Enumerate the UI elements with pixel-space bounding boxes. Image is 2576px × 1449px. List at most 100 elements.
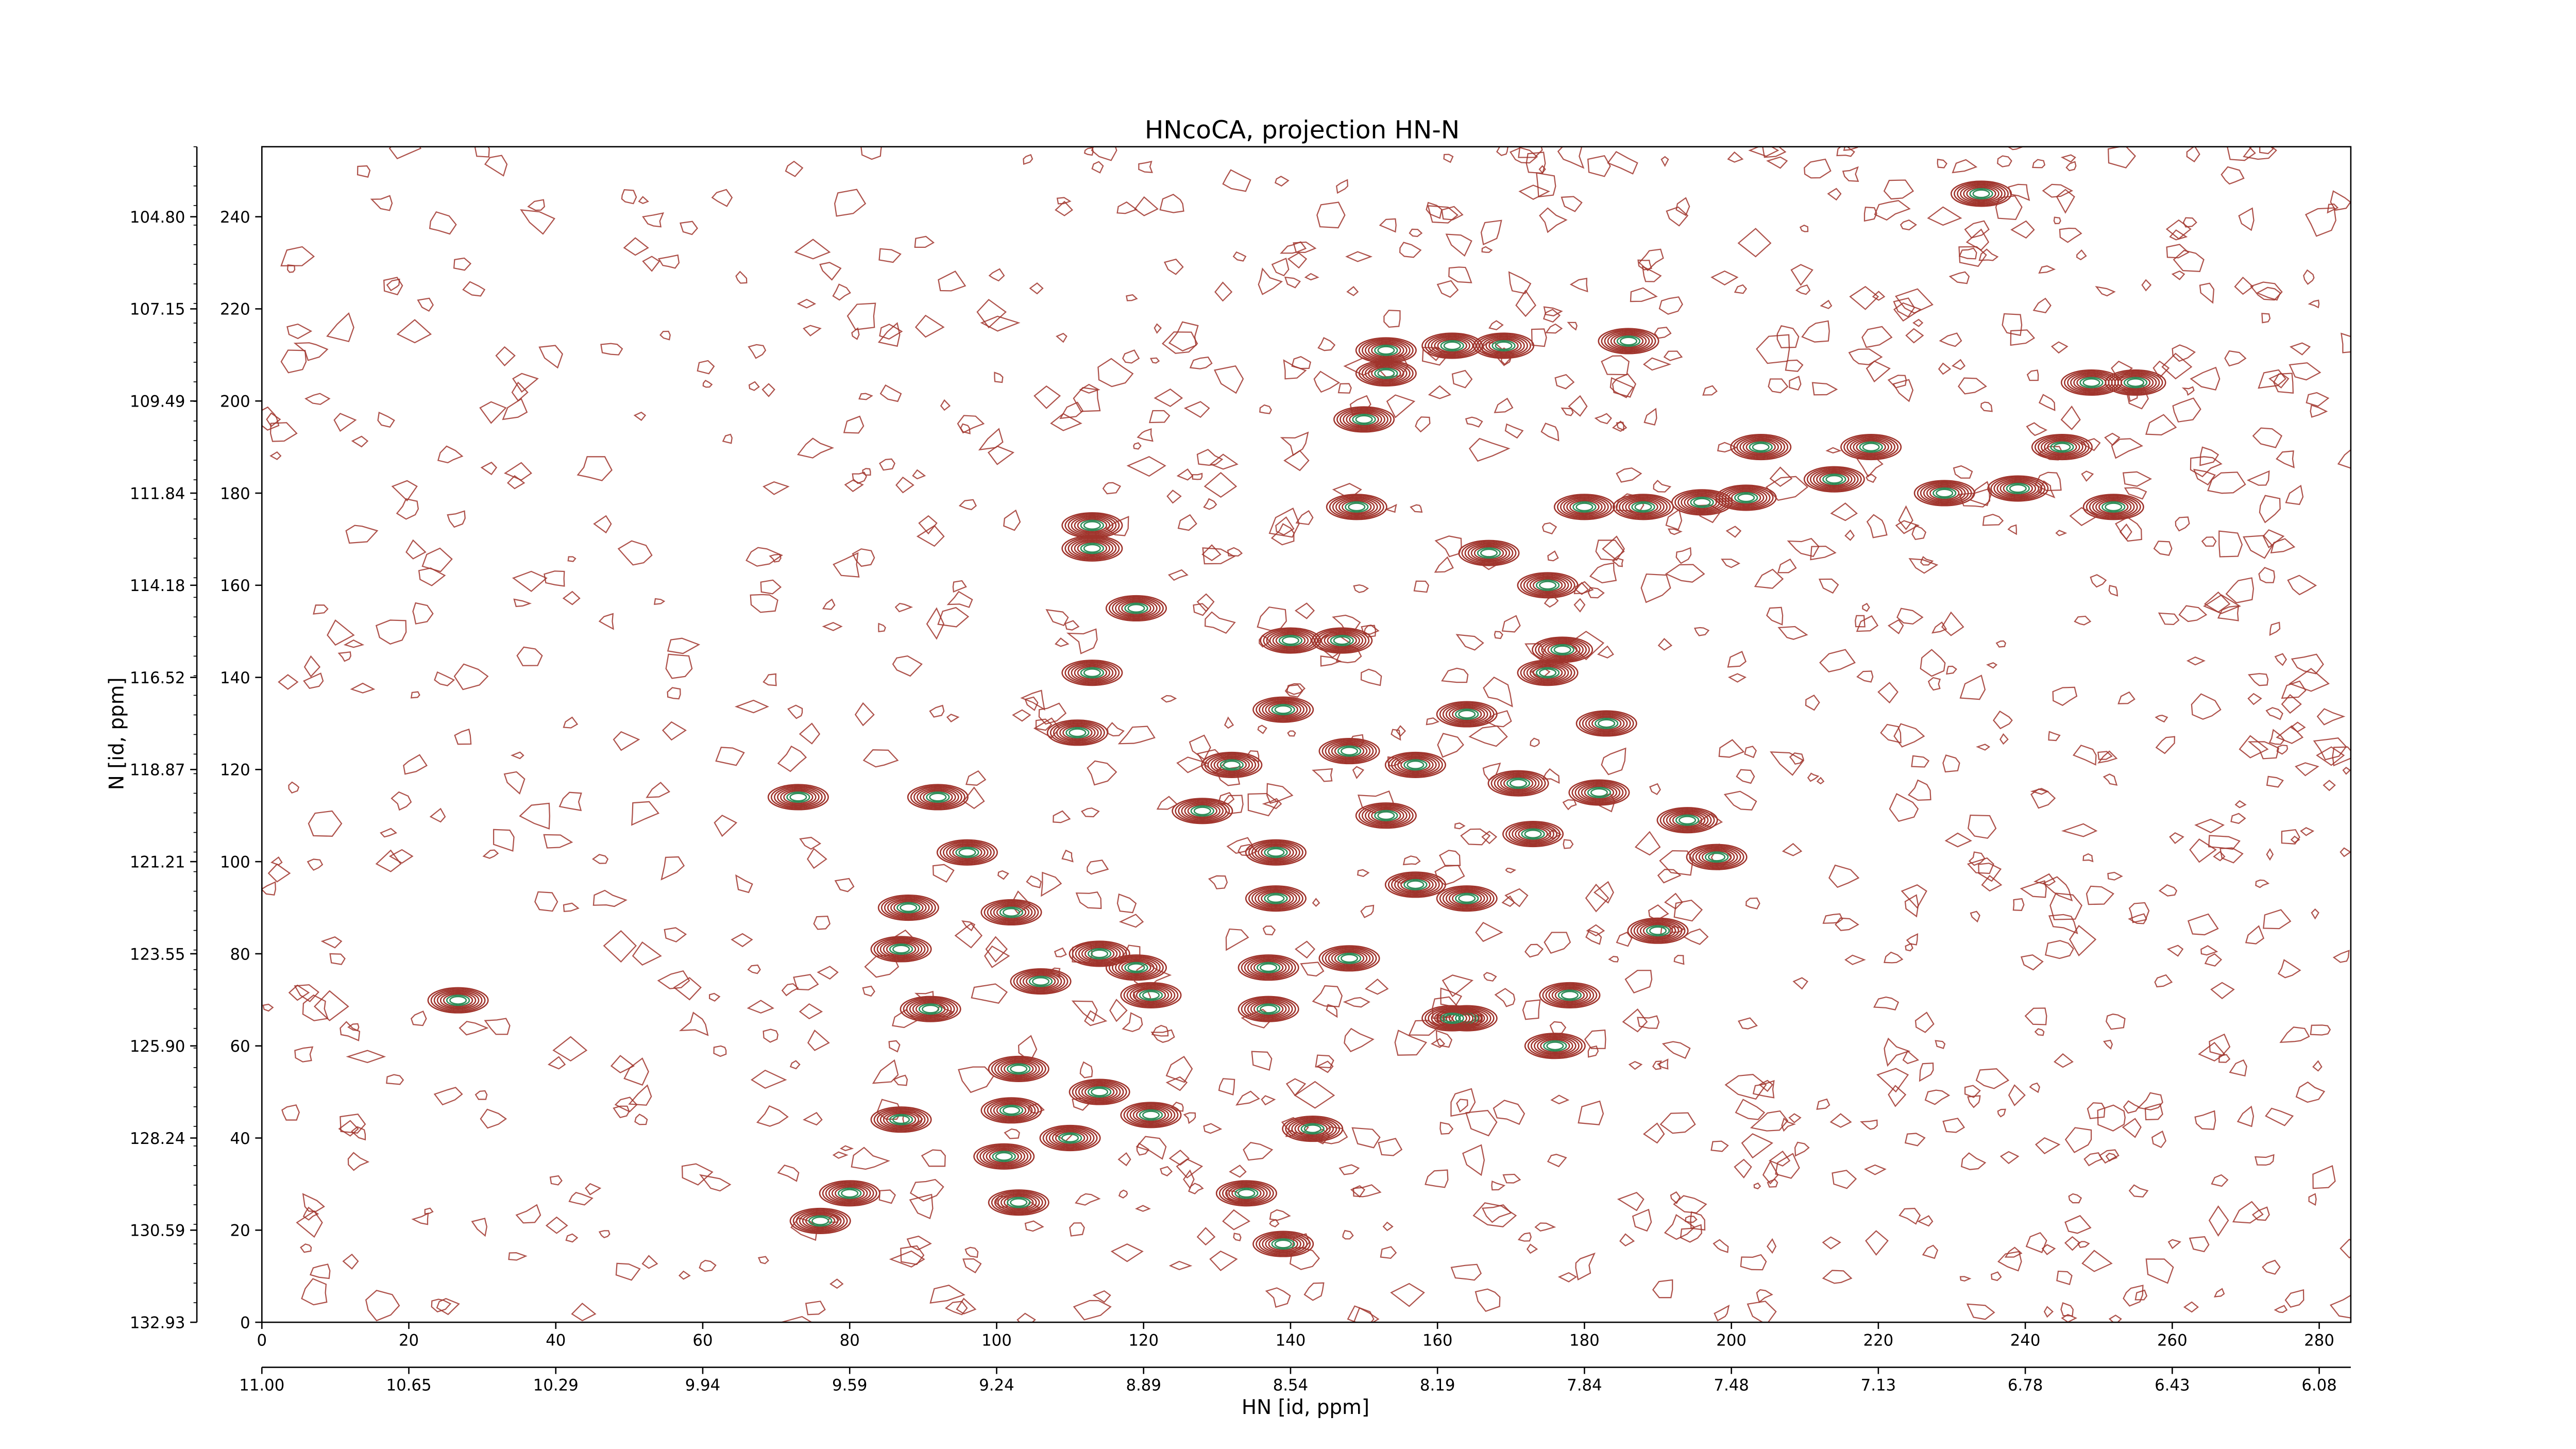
peak-ring bbox=[1071, 516, 1114, 535]
noise-contour bbox=[1271, 257, 1290, 277]
noise-contour bbox=[1316, 1060, 1334, 1073]
peak-ring bbox=[1334, 951, 1365, 966]
x2-tick-label: 6.78 bbox=[2008, 1376, 2043, 1395]
noise-contour bbox=[2274, 653, 2287, 666]
noise-contour bbox=[301, 1278, 328, 1306]
noise-contour bbox=[750, 594, 778, 613]
x-tick-label: 0 bbox=[257, 1331, 267, 1350]
noise-contour bbox=[1196, 449, 1224, 466]
peak-ring bbox=[1124, 602, 1148, 614]
noise-contour bbox=[1561, 196, 1583, 212]
noise-contour bbox=[994, 372, 1004, 383]
noise-contour bbox=[1450, 1263, 1482, 1281]
noise-contour bbox=[1033, 385, 1061, 409]
noise-contour bbox=[2255, 1154, 2275, 1166]
peak bbox=[1715, 484, 1777, 511]
peak bbox=[1120, 1102, 1182, 1128]
noise-contour bbox=[1777, 558, 1797, 574]
noise-contour bbox=[2313, 737, 2347, 761]
noise-contour bbox=[1593, 881, 1614, 904]
noise-contour bbox=[1893, 723, 1925, 748]
noise-contour bbox=[2035, 1137, 2061, 1155]
plot-frame bbox=[261, 146, 2352, 1323]
peak-ring bbox=[1532, 578, 1563, 593]
noise-contour bbox=[1247, 793, 1279, 817]
noise-contour bbox=[2218, 530, 2243, 558]
peak bbox=[870, 936, 932, 963]
noise-contour bbox=[1670, 1191, 1681, 1204]
noise-contour bbox=[1345, 251, 1373, 262]
peak-ring bbox=[1074, 540, 1111, 557]
noise-contour bbox=[2281, 694, 2302, 714]
noise-contour bbox=[1946, 665, 1957, 675]
noise-contour bbox=[1961, 1152, 1987, 1170]
peak-ring bbox=[1538, 639, 1587, 661]
noise-contour bbox=[799, 836, 822, 850]
noise-contour bbox=[2173, 249, 2205, 272]
peak-ring bbox=[1591, 716, 1622, 731]
peak-ring bbox=[1403, 759, 1428, 771]
noise-contour bbox=[1448, 266, 1472, 283]
noise-contour bbox=[563, 902, 580, 912]
noise-contour bbox=[1012, 709, 1031, 722]
peak-ring bbox=[997, 1193, 1040, 1212]
noise-contour bbox=[790, 1217, 818, 1241]
noise-contour bbox=[745, 547, 783, 567]
peak-ring bbox=[880, 896, 936, 920]
noise-contour bbox=[1860, 1119, 1878, 1130]
peak-ring bbox=[1846, 436, 1896, 458]
noise-contour bbox=[1601, 747, 1626, 776]
noise-contour bbox=[1997, 1251, 2022, 1272]
noise-contour bbox=[412, 602, 434, 625]
noise-contour bbox=[2295, 762, 2319, 777]
peak-ring bbox=[1340, 747, 1359, 756]
noise-contour bbox=[1268, 508, 1300, 538]
peak-ring bbox=[913, 786, 962, 808]
peak-ring bbox=[1266, 630, 1315, 651]
peak bbox=[1120, 982, 1182, 1008]
noise-contour bbox=[1801, 320, 1830, 343]
noise-contour bbox=[872, 1059, 899, 1084]
peak-ring bbox=[1271, 704, 1295, 716]
peak-ring bbox=[1213, 756, 1250, 773]
y-tick-label: 240 bbox=[220, 208, 250, 227]
peak-ring bbox=[1087, 1086, 1112, 1098]
noise-contour bbox=[1767, 1178, 1778, 1188]
noise-contour bbox=[350, 682, 376, 694]
peak-ring bbox=[1052, 1130, 1089, 1147]
noise-contour bbox=[1383, 310, 1401, 328]
noise-contour bbox=[2200, 945, 2218, 956]
noise-contour bbox=[1003, 509, 1021, 531]
noise-contour bbox=[2255, 879, 2270, 888]
noise-contour bbox=[976, 298, 1007, 329]
noise-contour bbox=[545, 1216, 568, 1234]
noise-contour bbox=[2289, 342, 2311, 356]
noise-contour bbox=[1353, 584, 1369, 593]
noise-contour bbox=[807, 1030, 830, 1051]
peak-ring bbox=[1265, 701, 1301, 718]
peak-ring bbox=[1563, 497, 1606, 517]
noise-contour bbox=[2045, 940, 2074, 959]
noise-contour bbox=[722, 433, 733, 444]
noise-contour bbox=[267, 863, 291, 883]
noise-contour bbox=[2105, 1013, 2126, 1030]
peak bbox=[870, 1106, 932, 1133]
noise-contour bbox=[2277, 959, 2301, 979]
noise-contour bbox=[2204, 953, 2223, 967]
noise-contour bbox=[1822, 1270, 1853, 1284]
noise-contour bbox=[1102, 482, 1122, 495]
noise-contour bbox=[2090, 574, 2107, 588]
noise-contour bbox=[1965, 228, 1990, 251]
noise-contour bbox=[1066, 628, 1098, 654]
noise-contour bbox=[699, 1174, 732, 1192]
noise-contour bbox=[1545, 323, 1563, 334]
noise-contour bbox=[2048, 731, 2061, 742]
peak-ring bbox=[1598, 719, 1616, 728]
peak-ring bbox=[1255, 889, 1297, 908]
peak-ring bbox=[1742, 439, 1779, 456]
noise-contour bbox=[1887, 619, 1904, 635]
noise-contour bbox=[1922, 1244, 1939, 1259]
noise-contour bbox=[1538, 165, 1546, 174]
noise-contour bbox=[2082, 853, 2094, 863]
noise-contour bbox=[1587, 1045, 1599, 1058]
